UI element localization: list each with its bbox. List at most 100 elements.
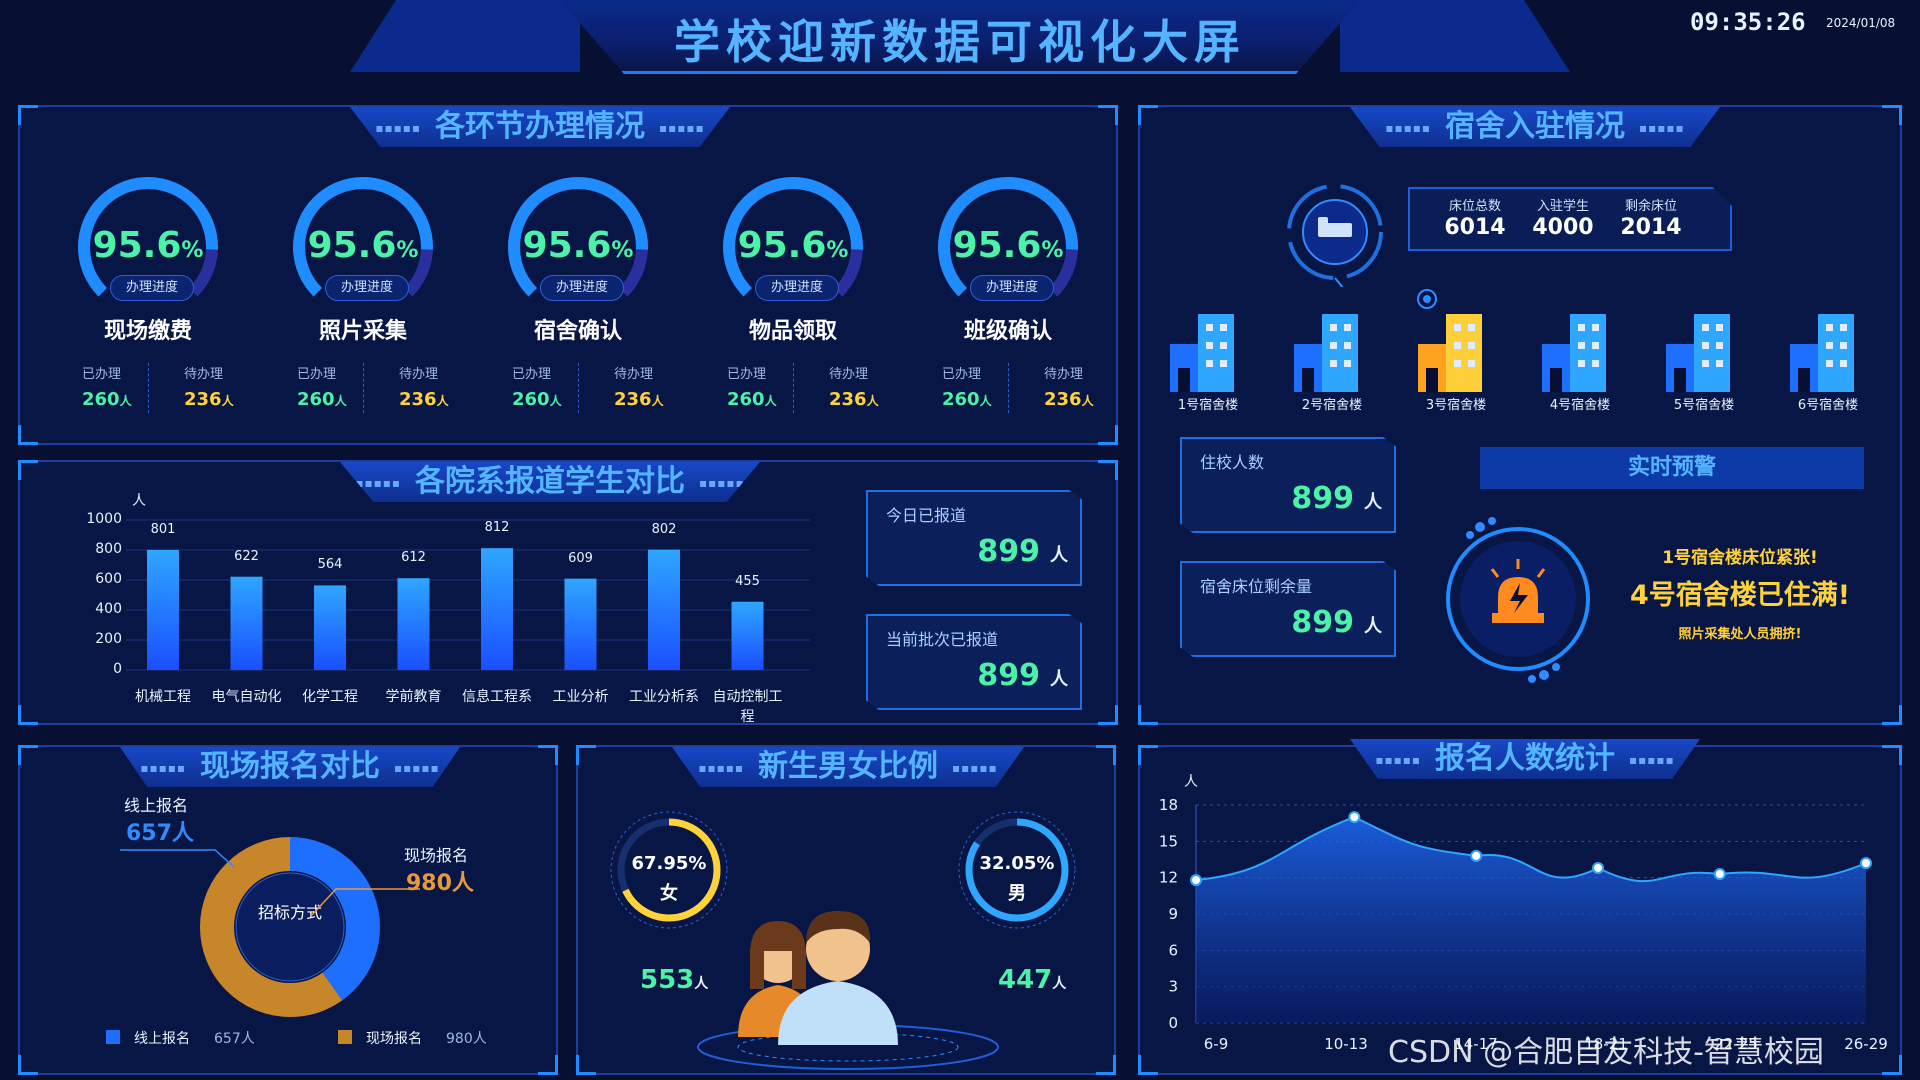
pending-count: 236人 <box>184 389 234 410</box>
trend-point[interactable] <box>1190 874 1202 887</box>
male-label: 男 <box>1008 883 1026 904</box>
pending-label: 待办理 <box>614 367 654 382</box>
trend-x-tick: 10-13 <box>1324 1035 1368 1053</box>
dorm-summary-value: 4000 <box>1532 215 1594 240</box>
header-bar: 学校迎新数据可视化大屏 09:35:26 2024/01/08 <box>0 0 1920 80</box>
building-item[interactable]: 3号宿舍楼 <box>1406 302 1506 413</box>
female-label: 女 <box>660 883 678 904</box>
gauge-fill <box>723 177 863 317</box>
clock-date: 2024/01/08 <box>1826 16 1896 30</box>
bar-category: 化学工程 <box>302 689 358 705</box>
bar[interactable] <box>731 601 764 670</box>
bar-y-unit: 人 <box>132 493 146 509</box>
building-icon <box>1294 314 1358 392</box>
bar[interactable] <box>397 578 430 670</box>
done-count: 260人 <box>727 389 777 410</box>
gauge-name: 照片采集 <box>318 319 407 344</box>
dept-panel: ▪▪▪▪▪ 各院系报道学生对比 ▪▪▪▪▪ 人 0 200 400 600 800 1000 8… <box>18 460 1118 725</box>
gauge-item: 95.6% 办理进度 宿舍确认 已办理 待办理 260人 236人 <box>478 167 678 427</box>
gauge-item: 95.6% 办理进度 班级确认 已办理 待办理 260人 236人 <box>908 167 1108 427</box>
bar-y-tick: 400 <box>95 601 122 617</box>
alert-2: 4号宿舍楼已住满! <box>1629 580 1851 611</box>
gauge-name: 现场缴费 <box>103 319 192 344</box>
bar[interactable] <box>230 576 263 670</box>
gauge-divider <box>148 363 149 413</box>
building-item[interactable]: 2号宿舍楼 <box>1282 302 1382 413</box>
trend-point[interactable] <box>1470 849 1483 862</box>
gauge-name: 物品领取 <box>748 319 837 344</box>
building-label: 4号宿舍楼 <box>1549 398 1611 413</box>
donut-slice[interactable] <box>200 837 380 1017</box>
alert-1: 1号宿舍楼床位紧张! <box>1662 548 1818 568</box>
pending-label: 待办理 <box>184 367 224 382</box>
stat-card: 宿舍床位剩余量 899 人 <box>1180 561 1396 657</box>
female-ring <box>610 811 728 929</box>
bar-value: 801 <box>150 521 176 537</box>
bar[interactable] <box>147 549 179 670</box>
pending-label: 待办理 <box>1044 367 1084 382</box>
percent-sign: % <box>1041 238 1064 263</box>
building-item[interactable]: 6号宿舍楼 <box>1778 302 1878 413</box>
done-label: 已办理 <box>512 367 552 382</box>
trend-y-unit: 人 <box>1184 774 1198 790</box>
legend-onsite-swatch <box>338 1030 352 1044</box>
pending-count: 236人 <box>1044 389 1094 410</box>
trend-point[interactable] <box>1860 857 1872 870</box>
header-wing-right <box>1340 0 1570 72</box>
percent-sign: % <box>181 238 204 263</box>
trend-y-tick: 6 <box>1168 941 1178 959</box>
title-plate <box>560 0 1360 74</box>
gauge-fill <box>293 177 433 317</box>
dorm-summary-box: 床位总数 6014 入驻学生 4000 剩余床位 2014 <box>1408 187 1732 251</box>
building-label: 6号宿舍楼 <box>1797 398 1859 413</box>
signup-donut <box>200 837 380 1017</box>
trend-point[interactable] <box>1713 868 1726 881</box>
gauge-name: 班级确认 <box>963 319 1052 344</box>
trend-point[interactable] <box>1592 861 1604 874</box>
building-item[interactable]: 5号宿舍楼 <box>1654 302 1754 413</box>
bar-value: 609 <box>568 550 593 566</box>
stat-card-value: 899 人 <box>1291 605 1382 640</box>
dorm-summary-value: 6014 <box>1444 215 1506 240</box>
gauge-name: 宿舍确认 <box>533 319 622 344</box>
donut-hole <box>235 872 345 982</box>
trend-panel: ▪▪▪▪▪ 报名人数统计 ▪▪▪▪▪ 人 0 3 6 9 12 15 18 6-9 10-13 14-… <box>1138 739 1902 1075</box>
bar-value: 802 <box>651 521 677 537</box>
pending-count: 236人 <box>829 389 879 410</box>
trend-chart: 0 3 6 9 12 15 18 6-9 10-13 14-17 18-21 22-25 26-29 <box>1159 796 1888 1053</box>
bar-value: 564 <box>317 557 343 573</box>
gender-panel: ▪▪▪▪▪ 新生男女比例 ▪▪▪▪▪ 67.95% 女 32.05% 男 553人 … <box>576 745 1116 1075</box>
trend-point[interactable] <box>1348 811 1361 824</box>
gauge-percent: 95.6% <box>522 225 634 266</box>
female-count: 553人 <box>640 965 709 995</box>
pending-count: 236人 <box>399 389 449 410</box>
building-icon <box>1790 314 1854 392</box>
dept-panel-title: ▪▪▪▪▪ 各院系报道学生对比 ▪▪▪▪▪ <box>340 462 760 502</box>
bar[interactable] <box>648 549 680 670</box>
dorm-summary-label: 入驻学生 <box>1536 199 1589 214</box>
building-item[interactable]: 1号宿舍楼 <box>1158 302 1258 413</box>
stat-card-value: 899 人 <box>977 658 1068 693</box>
building-label: 1号宿舍楼 <box>1177 398 1239 413</box>
gauge-tag: 办理进度 <box>110 275 194 301</box>
building-item[interactable]: 4号宿舍楼 <box>1530 302 1630 413</box>
female-pct: 67.95% <box>631 853 707 874</box>
percent-sign: % <box>611 238 634 263</box>
trend-x-tick: 22-25 <box>1714 1035 1758 1053</box>
gauge-divider <box>363 363 364 413</box>
done-count: 260人 <box>942 389 992 410</box>
building-label: 3号宿舍楼 <box>1425 398 1487 413</box>
process-panel: ▪▪▪▪▪ 各环节办理情况 ▪▪▪▪▪ 95.6% 办理进度 现场缴费 已办理 待办理 260… <box>18 105 1118 445</box>
legend-online-value: 657人 <box>214 1031 255 1047</box>
done-count: 260人 <box>297 389 347 410</box>
gauge-fill <box>938 177 1079 317</box>
trend-y-tick: 9 <box>1168 905 1178 923</box>
bar-value: 612 <box>401 550 426 566</box>
gauge-item: 95.6% 办理进度 物品领取 已办理 待办理 260人 236人 <box>693 167 893 427</box>
male-pct: 32.05% <box>979 853 1055 874</box>
bar[interactable] <box>564 578 597 670</box>
bar[interactable] <box>314 585 346 670</box>
bar[interactable] <box>481 548 513 670</box>
alert-3: 照片采集处人员拥挤! <box>1678 627 1802 642</box>
stat-card-label: 住校人数 <box>1200 453 1265 472</box>
